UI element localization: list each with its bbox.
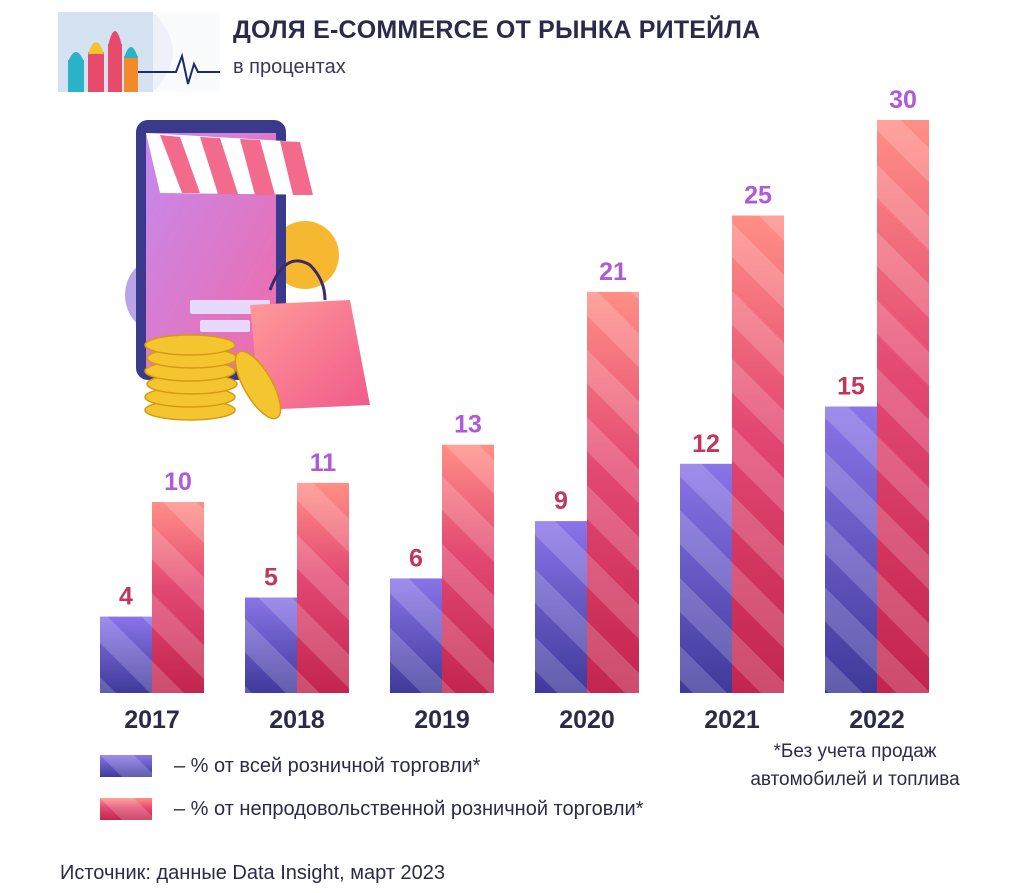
data-label-2022-series-2: 30: [889, 86, 917, 114]
legend-label-nonfood: – % от непродовольственной розничной тор…: [174, 797, 644, 820]
shopping-illustration: [120, 115, 390, 435]
chart-subtitle: в процентах: [233, 56, 346, 78]
data-label-2021-series-2: 25: [744, 182, 772, 210]
legend-swatch-retail: [100, 755, 152, 777]
bar-stripes-2022-series-1: [825, 406, 877, 693]
legend-swatch-nonfood: [100, 798, 152, 820]
footnote-line-1: *Без учета продаж: [773, 741, 937, 762]
x-tick-label-2022: 2022: [849, 706, 905, 734]
data-label-2018-series-1: 5: [264, 564, 278, 592]
chart-title: ДОЛЯ E-COMMERCE ОТ РЫНКА РИТЕЙЛА: [233, 16, 761, 44]
data-label-2020-series-2: 21: [599, 258, 627, 286]
legend-label-retail: – % от всей розничной торговли*: [174, 754, 481, 777]
bar-stripes-2019-series-1: [390, 578, 442, 693]
bar-stripes-2020-series-2: [587, 291, 639, 693]
x-tick-label-2021: 2021: [704, 706, 760, 734]
legend-item-nonfood: – % от непродовольственной розничной тор…: [100, 796, 644, 822]
bar-stripes-2017-series-2: [152, 502, 204, 693]
data-label-2019-series-2: 13: [454, 411, 482, 439]
data-label-2019-series-1: 6: [409, 544, 423, 572]
x-tick-label-2019: 2019: [414, 706, 470, 734]
x-tick-label-2020: 2020: [559, 706, 615, 734]
bar-stripes-2020-series-1: [535, 521, 587, 693]
footnote: *Без учета продаж автомобилей и топлива: [730, 738, 980, 794]
bar-stripes-2022-series-2: [877, 120, 929, 693]
data-label-2021-series-1: 12: [692, 430, 720, 458]
x-tick-label-2018: 2018: [269, 706, 325, 734]
bar-stripes-2021-series-1: [680, 463, 732, 693]
x-tick-label-2017: 2017: [124, 706, 180, 734]
footnote-line-2: автомобилей и топлива: [750, 769, 960, 790]
data-label-2017-series-1: 4: [119, 583, 133, 611]
bar-stripes-2019-series-2: [442, 444, 494, 693]
legend-item-retail: – % от всей розничной торговли*: [100, 753, 480, 779]
data-label-2020-series-1: 9: [554, 487, 568, 515]
data-label-2018-series-2: 11: [310, 449, 337, 477]
data-label-2017-series-2: 10: [164, 468, 192, 496]
bar-stripes-2018-series-1: [245, 597, 297, 693]
source-note: Источник: данные Data Insight, март 2023: [60, 862, 446, 884]
logo: [58, 12, 220, 92]
bar-stripes-2021-series-2: [732, 215, 784, 693]
bar-stripes-2018-series-2: [297, 482, 349, 693]
data-label-2022-series-1: 15: [837, 373, 865, 401]
bar-stripes-2017-series-1: [100, 616, 152, 693]
